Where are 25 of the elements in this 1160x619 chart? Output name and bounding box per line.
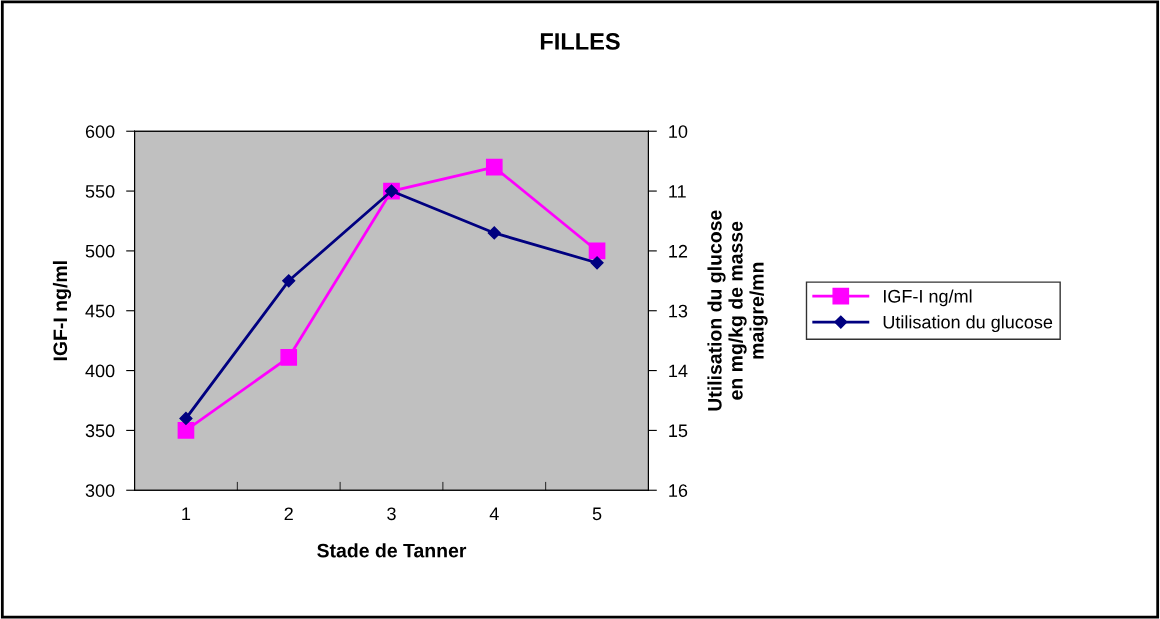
x-tick-label: 3 bbox=[387, 507, 396, 521]
y2-tick-label: 12 bbox=[669, 244, 688, 258]
y2-tick-label: 16 bbox=[669, 484, 688, 497]
y2-tick-label: 14 bbox=[669, 364, 688, 378]
x-tick-label: 2 bbox=[284, 507, 293, 520]
y2-tick-label: 11 bbox=[669, 185, 686, 198]
y2-tick-label: 15 bbox=[669, 424, 688, 438]
y-tick-label: 550 bbox=[85, 185, 115, 198]
y-tick-label: 400 bbox=[85, 364, 115, 378]
y2-tick-label: 13 bbox=[669, 304, 688, 318]
y2-tick-label: 10 bbox=[669, 125, 688, 138]
y-axis-title: IGF-I ng/ml bbox=[52, 261, 72, 361]
y-tick-label: 350 bbox=[85, 424, 115, 438]
y-tick-label: 300 bbox=[85, 484, 115, 497]
y-tick-label: 450 bbox=[85, 304, 115, 318]
x-axis-title: Stade de Tanner bbox=[317, 543, 467, 558]
x-tick-label: 1 bbox=[182, 507, 191, 520]
y-tick-label: 600 bbox=[85, 125, 115, 138]
x-tick-label: 4 bbox=[489, 507, 499, 520]
x-tick-label: 5 bbox=[592, 507, 602, 521]
legend-label: Utilisation du glucose bbox=[883, 315, 1053, 333]
legend-label: IGF-I ng/ml bbox=[883, 289, 972, 307]
chart-title: FILLES bbox=[540, 33, 620, 50]
y2-axis-title: Utilisation du glucose en mg/kg de masse maigre/mn bbox=[707, 210, 768, 411]
y-tick-label: 500 bbox=[85, 244, 115, 258]
